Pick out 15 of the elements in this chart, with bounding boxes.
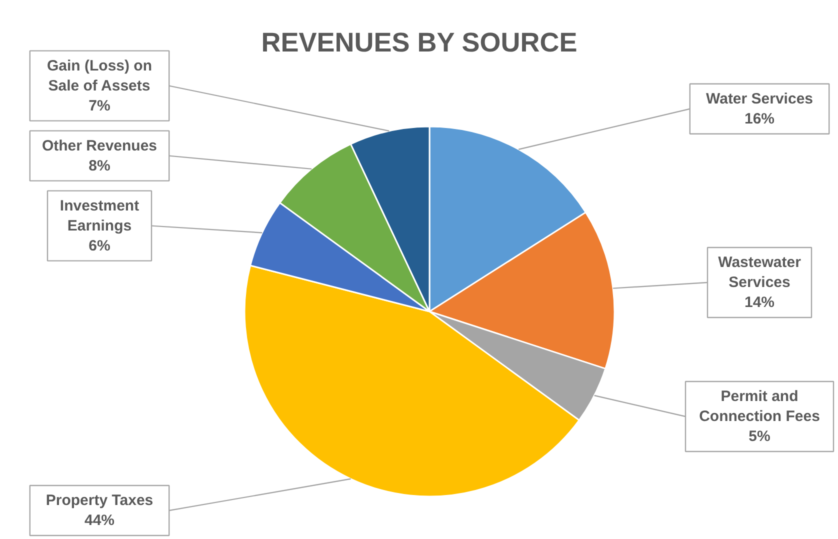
slice-label: Water Services [706, 90, 814, 108]
slice-label: Property Taxes [46, 492, 154, 509]
data-label: 5% [748, 428, 770, 445]
data-label: 14% [744, 294, 775, 312]
slice-label: Wastewater Services [718, 254, 802, 292]
slice-label: Investment Earnings [60, 197, 140, 234]
data-label: 6% [88, 237, 110, 254]
data-label: 16% [744, 110, 775, 128]
data-label: 7% [88, 97, 110, 114]
data-label: 44% [84, 512, 115, 529]
chart-title: REVENUES BY SOURCE [261, 28, 578, 58]
slice-label: Gain (Loss) on Sale of Assets [47, 57, 152, 94]
slice-label: Permit and Connection Fees [699, 388, 820, 425]
slice-label: Other Revenues [42, 137, 158, 154]
data-label: 8% [88, 157, 110, 174]
